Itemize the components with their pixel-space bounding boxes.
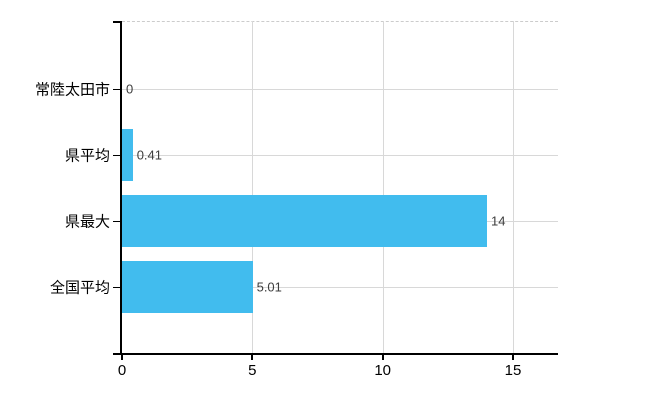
plot-area: 0 0.41 14 5.01 bbox=[122, 21, 558, 353]
bar bbox=[122, 195, 487, 247]
y-axis-tick bbox=[113, 287, 122, 288]
gridline-horizontal bbox=[122, 287, 558, 288]
gridline-vertical bbox=[382, 21, 384, 353]
x-axis-tick bbox=[381, 353, 384, 360]
gridline-horizontal bbox=[122, 155, 558, 156]
x-axis-tick bbox=[251, 353, 254, 360]
bar bbox=[122, 129, 133, 181]
y-axis-tick bbox=[113, 155, 122, 156]
x-tick-label: 5 bbox=[248, 362, 257, 379]
x-tick-label: 15 bbox=[504, 362, 522, 379]
gridline-horizontal bbox=[122, 89, 558, 90]
y-axis-top-tick bbox=[113, 21, 122, 23]
category-label: 全国平均 bbox=[49, 279, 110, 297]
bar-value-label: 14 bbox=[491, 213, 506, 229]
bar-value-label: 0.41 bbox=[136, 147, 162, 163]
y-axis-tick bbox=[113, 89, 122, 90]
bar-value-label: 5.01 bbox=[256, 279, 282, 295]
gridline-vertical bbox=[252, 21, 254, 353]
bar bbox=[122, 261, 253, 313]
category-label: 常陸太田市 bbox=[34, 81, 110, 99]
y-axis-line bbox=[120, 21, 122, 355]
category-label: 県最大 bbox=[64, 213, 110, 231]
gridline-vertical bbox=[513, 21, 515, 353]
x-tick-label: 0 bbox=[117, 362, 127, 379]
x-tick-label: 10 bbox=[374, 362, 392, 379]
bar-value-label: 0 bbox=[126, 81, 134, 97]
plot-top-border bbox=[122, 21, 558, 22]
x-axis-tick bbox=[512, 353, 514, 360]
y-axis-tick bbox=[113, 221, 122, 222]
category-label: 県平均 bbox=[64, 147, 110, 165]
x-axis-line bbox=[113, 353, 558, 355]
x-axis-tick bbox=[121, 353, 123, 360]
